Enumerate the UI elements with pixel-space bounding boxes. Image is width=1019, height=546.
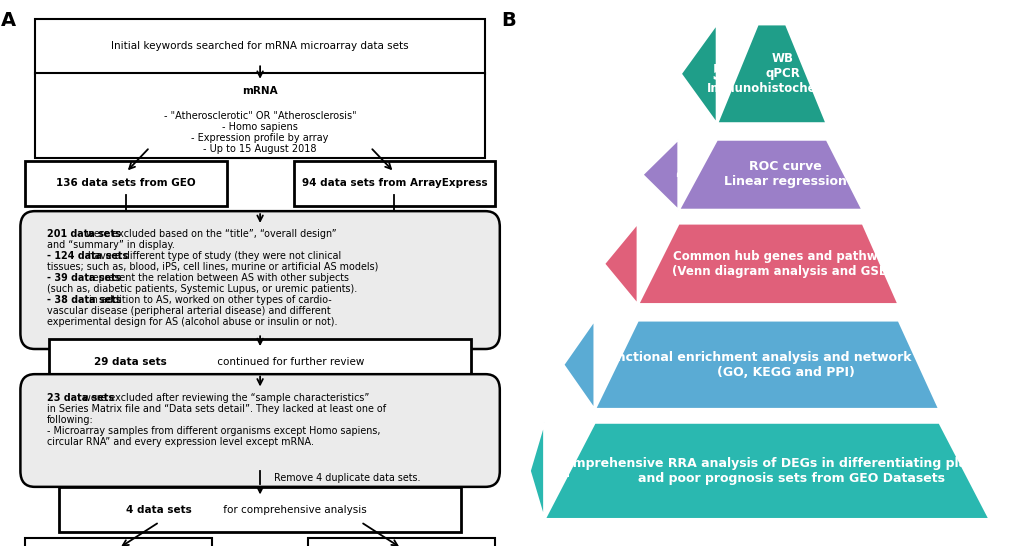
FancyBboxPatch shape: [20, 211, 499, 349]
Text: and “summary” in display.: and “summary” in display.: [47, 240, 174, 250]
FancyBboxPatch shape: [25, 161, 226, 206]
Text: 5: 5: [710, 64, 725, 84]
FancyBboxPatch shape: [35, 73, 485, 158]
Text: - 124 data sets: - 124 data sets: [47, 251, 128, 260]
Text: - Expression profile by array: - Expression profile by array: [192, 133, 328, 143]
Polygon shape: [544, 423, 989, 519]
Text: mRNA: mRNA: [243, 86, 277, 96]
Text: 136 data sets from GEO: 136 data sets from GEO: [56, 179, 196, 188]
FancyBboxPatch shape: [25, 538, 212, 546]
FancyBboxPatch shape: [59, 488, 461, 532]
FancyBboxPatch shape: [35, 19, 485, 74]
Text: - 39 data sets: - 39 data sets: [47, 272, 121, 283]
Polygon shape: [680, 24, 716, 123]
Text: for comprehensive analysis: for comprehensive analysis: [220, 505, 367, 515]
Text: - Homo sapiens: - Homo sapiens: [222, 122, 298, 132]
Text: WB
qPCR
Immunohistochemistry: WB qPCR Immunohistochemistry: [706, 52, 858, 96]
Text: - 38 data sets: - 38 data sets: [47, 295, 121, 305]
Polygon shape: [678, 139, 862, 210]
Text: Remove 4 duplicate data sets.: Remove 4 duplicate data sets.: [274, 473, 421, 483]
Text: Common hub genes and pathways
(Venn diagram analysis and GSEA): Common hub genes and pathways (Venn diag…: [671, 250, 900, 277]
Text: Comprehensive RRA analysis of DEGs in differentiating plaque sets
and poor progn: Comprehensive RRA analysis of DEGs in di…: [554, 456, 1019, 485]
Text: B: B: [500, 11, 516, 30]
Text: 4: 4: [675, 164, 689, 185]
Text: tissues; such as, blood, iPS, cell lines, murine or artificial AS models): tissues; such as, blood, iPS, cell lines…: [47, 262, 378, 272]
FancyBboxPatch shape: [20, 374, 499, 487]
Text: have a different type of study (they were not clinical: have a different type of study (they wer…: [89, 251, 341, 260]
Text: - Microarray samples from different organisms except Homo sapiens,: - Microarray samples from different orga…: [47, 426, 380, 436]
Text: 2: 2: [596, 355, 610, 375]
FancyBboxPatch shape: [293, 161, 494, 206]
Polygon shape: [637, 223, 898, 305]
Polygon shape: [642, 139, 678, 210]
Text: represent the relation between AS with other subjects: represent the relation between AS with o…: [86, 272, 348, 283]
Text: were excluded after reviewing the “sample characteristics”: were excluded after reviewing the “sampl…: [81, 393, 369, 403]
Text: Initial keywords searched for mRNA microarray data sets: Initial keywords searched for mRNA micro…: [111, 41, 409, 51]
FancyBboxPatch shape: [49, 339, 471, 384]
Text: 201 data sets: 201 data sets: [47, 229, 120, 239]
Text: - Up to 15 August 2018: - Up to 15 August 2018: [203, 144, 317, 154]
Polygon shape: [529, 423, 544, 519]
Text: 1: 1: [555, 461, 570, 480]
Text: - "Atherosclerotic" OR "Atherosclerosis": - "Atherosclerotic" OR "Atherosclerosis": [164, 111, 356, 121]
Text: in addition to AS, worked on other types of cardio-: in addition to AS, worked on other types…: [86, 295, 331, 305]
Text: 4 data sets: 4 data sets: [125, 505, 192, 515]
Text: experimental design for AS (alcohol abuse or insulin or not).: experimental design for AS (alcohol abus…: [47, 317, 337, 327]
Text: 23 data sets: 23 data sets: [47, 393, 114, 403]
Text: (such as, diabetic patients, Systemic Lupus, or uremic patients).: (such as, diabetic patients, Systemic Lu…: [47, 284, 357, 294]
Text: ROC curve
Linear regression: ROC curve Linear regression: [723, 161, 846, 188]
Text: 3: 3: [636, 253, 650, 274]
Text: following:: following:: [47, 415, 94, 425]
Polygon shape: [594, 320, 938, 410]
Text: vascular disease (peripheral arterial disease) and different: vascular disease (peripheral arterial di…: [47, 306, 330, 316]
Text: continued for further review: continued for further review: [213, 357, 364, 366]
Text: in Series Matrix file and “Data sets detail”. They lacked at least one of: in Series Matrix file and “Data sets det…: [47, 403, 385, 414]
Polygon shape: [562, 320, 594, 410]
Text: were excluded based on the “title”, “overall design”: were excluded based on the “title”, “ove…: [83, 229, 336, 239]
Polygon shape: [603, 223, 637, 305]
Text: 94 data sets from ArrayExpress: 94 data sets from ArrayExpress: [302, 179, 487, 188]
FancyBboxPatch shape: [308, 538, 494, 546]
Text: circular RNA” and every expression level except mRNA.: circular RNA” and every expression level…: [47, 437, 314, 447]
Polygon shape: [716, 24, 826, 123]
Text: A: A: [1, 11, 16, 30]
Text: 29 data sets: 29 data sets: [94, 357, 167, 366]
Text: Functional enrichment analysis and network analysis
(GO, KEGG and PPI): Functional enrichment analysis and netwo…: [599, 351, 972, 379]
